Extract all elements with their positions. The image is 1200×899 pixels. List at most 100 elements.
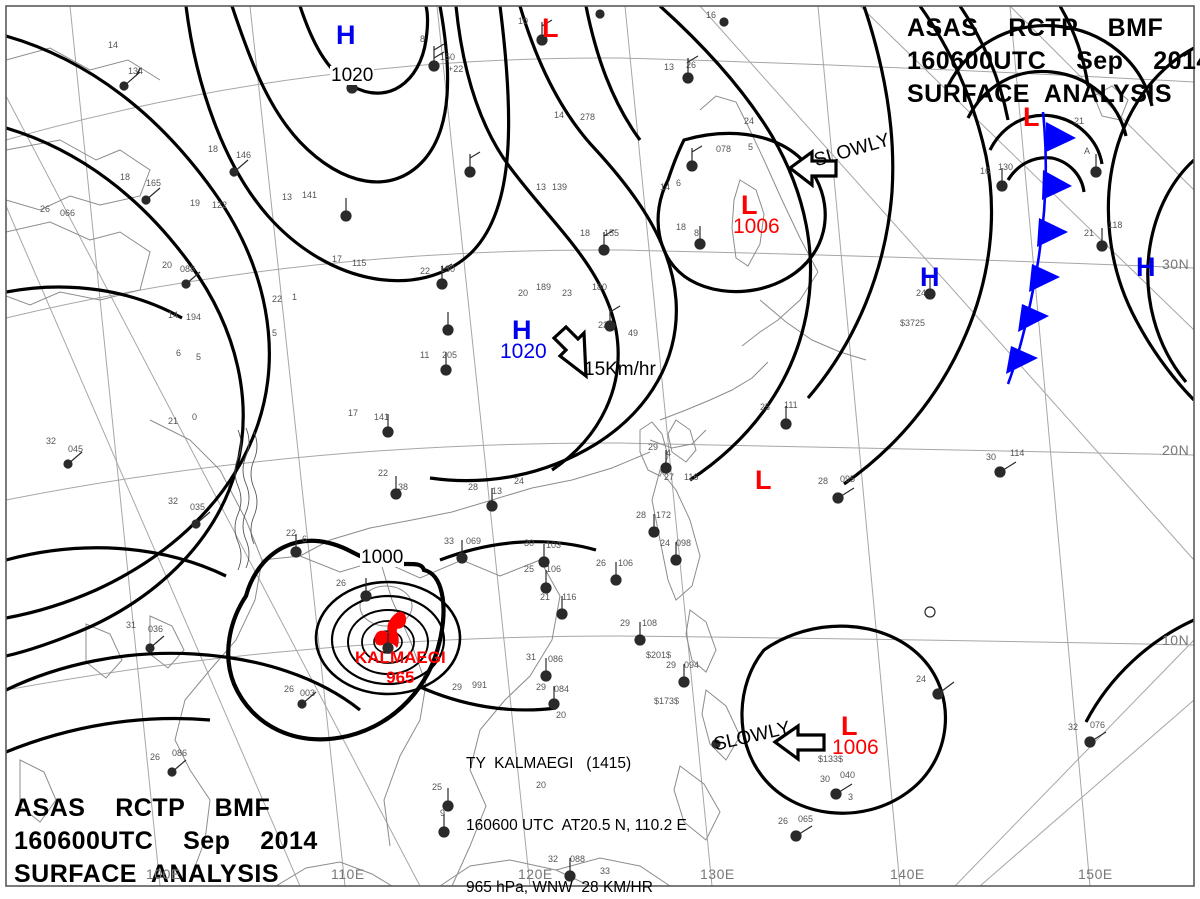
typhoon-symbol: [374, 611, 407, 648]
svg-text:003: 003: [300, 688, 315, 698]
svg-text:26: 26: [40, 204, 50, 214]
svg-text:25: 25: [760, 402, 770, 412]
svg-text:194: 194: [186, 312, 201, 322]
typhoon-info-line-3: 965 hPa, WNW 28 KM/HR: [466, 878, 653, 896]
svg-text:20: 20: [162, 260, 172, 270]
svg-text:094: 094: [684, 660, 699, 670]
svg-text:118: 118: [1108, 220, 1122, 230]
arrow-15kmhr: [551, 324, 588, 380]
graticule-lines: [6, 6, 1194, 886]
lon-label-120e: 120E: [518, 866, 553, 882]
typhoon-name: KALMAEGI: [355, 648, 446, 667]
svg-text:066: 066: [60, 208, 75, 218]
svg-text:38: 38: [398, 482, 408, 492]
svg-text:24: 24: [660, 538, 670, 548]
cold-front: [1006, 111, 1076, 385]
svg-text:18: 18: [676, 222, 686, 232]
svg-text:13: 13: [536, 182, 546, 192]
svg-text:165: 165: [146, 178, 161, 188]
svg-text:9: 9: [440, 808, 445, 818]
svg-text:$201$: $201$: [646, 650, 671, 660]
svg-text:4: 4: [666, 448, 671, 458]
svg-text:139: 139: [552, 182, 567, 192]
svg-text:8: 8: [420, 34, 425, 44]
svg-text:108: 108: [642, 618, 657, 628]
svg-text:13: 13: [664, 62, 674, 72]
svg-text:22: 22: [286, 528, 296, 538]
svg-text:098: 098: [676, 538, 691, 548]
svg-text:28: 28: [468, 482, 478, 492]
svg-text:+22: +22: [448, 64, 463, 74]
svg-text:146: 146: [236, 150, 251, 160]
svg-text:21: 21: [540, 592, 550, 602]
svg-text:122: 122: [212, 200, 227, 210]
svg-text:14: 14: [554, 110, 564, 120]
svg-text:14: 14: [660, 182, 670, 192]
svg-text:23: 23: [562, 288, 572, 298]
svg-text:5: 5: [748, 142, 753, 152]
low-center-symbol-ne: L: [1023, 102, 1040, 132]
svg-text:095: 095: [840, 474, 855, 484]
svg-text:18: 18: [208, 144, 218, 154]
svg-text:10: 10: [518, 16, 528, 26]
typhoon-center-label: KALMAEGI 965: [355, 648, 446, 687]
high-center-symbol-china: H: [512, 315, 532, 345]
svg-text:18: 18: [580, 228, 590, 238]
svg-text:24: 24: [916, 674, 926, 684]
svg-text:17: 17: [348, 408, 358, 418]
header-title-block: ASAS RCTP BMF 160600UTC Sep 2014 SURFACE…: [907, 12, 1200, 111]
svg-text:172: 172: [656, 510, 671, 520]
svg-text:1: 1: [292, 292, 297, 302]
coastlines: [6, 47, 1129, 886]
svg-text:114: 114: [1010, 448, 1024, 458]
svg-text:26: 26: [778, 816, 788, 826]
svg-text:14: 14: [108, 40, 118, 50]
svg-text:155: 155: [604, 228, 619, 238]
arrow-slowly-bottom: [772, 722, 826, 763]
svg-text:035: 035: [190, 502, 205, 512]
lon-label-110e: 110E: [331, 866, 365, 882]
footer-line-3: SURFACE ANALYSIS: [14, 860, 280, 888]
lon-label-140e: 140E: [890, 866, 925, 882]
svg-text:31: 31: [526, 652, 536, 662]
svg-text:6: 6: [676, 178, 681, 188]
svg-text:16: 16: [706, 10, 716, 20]
svg-text:084: 084: [554, 684, 569, 694]
svg-text:27: 27: [664, 472, 674, 482]
svg-text:116: 116: [684, 472, 698, 482]
svg-text:29: 29: [666, 660, 676, 670]
svg-text:32: 32: [168, 496, 178, 506]
header-line-3: SURFACE ANALYSIS: [907, 80, 1173, 108]
svg-text:20: 20: [518, 288, 528, 298]
svg-text:14: 14: [168, 310, 178, 320]
lat-label-30n: 30N: [1162, 256, 1190, 272]
svg-text:20: 20: [536, 780, 546, 790]
typhoon-info-block: TY KALMAEGI (1415) 160600 UTC AT20.5 N, …: [466, 713, 825, 899]
svg-text:26: 26: [284, 684, 294, 694]
svg-text:18: 18: [120, 172, 130, 182]
svg-text:25: 25: [432, 782, 442, 792]
svg-text:078: 078: [716, 144, 731, 154]
lon-label-130e: 130E: [700, 866, 735, 882]
isobar-label-1000: 1000: [360, 547, 405, 568]
svg-text:$133$: $133$: [818, 754, 843, 764]
svg-text:25: 25: [524, 564, 534, 574]
svg-text:11: 11: [420, 350, 429, 360]
svg-text:31: 31: [126, 620, 136, 630]
svg-text:141: 141: [302, 190, 317, 200]
lat-label-20n: 20N: [1162, 442, 1190, 458]
svg-text:065: 065: [798, 814, 813, 824]
svg-text:22: 22: [378, 468, 388, 478]
svg-text:106: 106: [618, 558, 633, 568]
svg-text:26: 26: [596, 558, 606, 568]
svg-text:069: 069: [466, 536, 481, 546]
arrow-slowly-top: [787, 148, 838, 189]
high-center-symbol-east: H: [1136, 252, 1156, 282]
motion-arrows: [551, 148, 838, 763]
svg-text:21: 21: [1074, 116, 1084, 126]
svg-text:116: 116: [562, 592, 576, 602]
svg-text:150: 150: [440, 52, 455, 62]
svg-text:5: 5: [196, 352, 201, 362]
svg-text:106: 106: [546, 564, 561, 574]
svg-text:29: 29: [452, 682, 462, 692]
